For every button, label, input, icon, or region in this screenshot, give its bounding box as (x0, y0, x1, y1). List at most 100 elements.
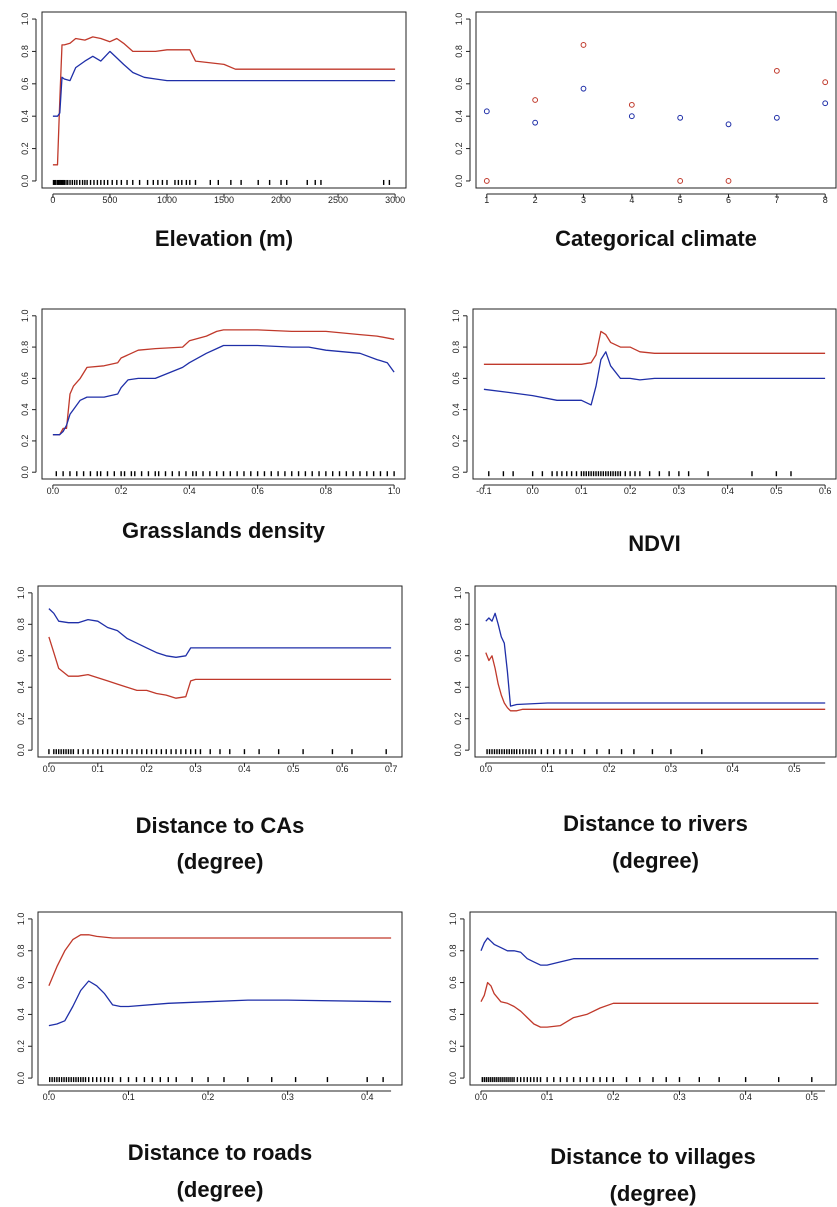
panel-distance-to-villages: 0.0 0.1 0.2 0.3 0.4 0.5 0.0 0.2 0.4 0.6 0.8 1.0 Dist… (448, 911, 837, 1206)
y-tick-label: 0.6 (453, 650, 463, 663)
x-tick-label: 0.0 (43, 1092, 56, 1102)
y-tick-label: 1.0 (20, 13, 30, 26)
series-line-blue (52, 344, 395, 436)
y-tick-label: 0.2 (20, 142, 30, 155)
scatter-point-red (773, 67, 780, 74)
x-tick-label: 0.5 (770, 486, 783, 496)
plot-frame (41, 308, 406, 480)
y-tick-label: 0.6 (448, 976, 458, 989)
x-tick-label: 0.4 (726, 764, 739, 774)
x-tick-label: 0.1 (122, 1092, 135, 1102)
scatter-point-red (483, 178, 490, 184)
series-line-blue (483, 351, 826, 406)
panel-title-line2: (degree) (177, 849, 264, 874)
y-tick-label: 0.4 (20, 110, 30, 123)
y-tick-label: 1.0 (20, 310, 30, 323)
plot-frame (472, 308, 837, 480)
x-tick-label: 0.2 (202, 1092, 215, 1102)
panel-title: Distance to CAs (136, 813, 305, 838)
x-tick-label: 0.4 (721, 486, 734, 496)
x-tick-label: 0.2 (603, 764, 616, 774)
series-line-blue (48, 980, 392, 1027)
x-tick-label: 4 (629, 195, 634, 205)
x-tick-label: 0.3 (673, 1092, 686, 1102)
x-tick-label: 3000 (385, 195, 405, 205)
panel-title: Distance to roads (128, 1140, 313, 1165)
scatter-point-blue (725, 121, 732, 128)
y-tick-label: 0.0 (16, 1072, 26, 1085)
x-tick-label: 0.6 (819, 486, 832, 496)
x-tick-label: 0.3 (281, 1092, 294, 1102)
y-tick-label: 1.0 (16, 587, 26, 600)
x-tick-label: 0.4 (739, 1092, 752, 1102)
y-tick-label: 0.0 (451, 466, 461, 479)
series-line-red (48, 636, 392, 699)
x-tick-label: 0.5 (806, 1092, 819, 1102)
y-tick-label: 1.0 (16, 913, 26, 926)
x-tick-label: -0.1 (476, 486, 492, 496)
x-tick-label: 0.0 (475, 1092, 488, 1102)
x-tick-label: 0 (50, 195, 55, 205)
y-tick-label: 0.4 (20, 403, 30, 416)
x-tick-label: 0.6 (336, 764, 349, 774)
y-tick-label: 0.0 (20, 175, 30, 188)
x-tick-label: 1500 (214, 195, 234, 205)
x-tick-label: 0.2 (624, 486, 637, 496)
y-tick-label: 0.0 (448, 1072, 458, 1085)
y-tick-label: 0.0 (453, 744, 463, 757)
y-tick-label: 0.2 (453, 712, 463, 725)
y-tick-label: 0.4 (451, 403, 461, 416)
x-tick-label: 0.3 (665, 764, 678, 774)
y-tick-label: 0.8 (20, 45, 30, 58)
panel-distance-to-rivers: 0.0 0.1 0.2 0.3 0.4 0.5 0.0 0.2 0.4 0.6 0.8 1.0 Dist… (453, 585, 837, 873)
y-tick-label: 0.2 (451, 435, 461, 448)
y-tick-label: 1.0 (454, 13, 464, 26)
y-tick-label: 1.0 (453, 587, 463, 600)
scatter-point-blue (580, 85, 587, 92)
x-tick-label: 1.0 (388, 486, 401, 496)
plot-frame (475, 11, 837, 189)
x-tick-label: 0.0 (43, 764, 56, 774)
series-line-blue (485, 612, 826, 707)
y-tick-label: 1.0 (448, 913, 458, 926)
x-tick-label: 7 (774, 195, 779, 205)
panel-distance-to-roads: 0.0 0.1 0.2 0.3 0.4 0.0 0.2 0.4 0.6 0.8 1.0 Distanc… (16, 911, 403, 1202)
y-tick-label: 0.2 (16, 1040, 26, 1053)
x-tick-label: 0.2 (607, 1092, 620, 1102)
y-tick-label: 0.8 (16, 618, 26, 631)
x-tick-label: 3 (581, 195, 586, 205)
series-line-blue (480, 937, 819, 966)
x-tick-label: 5 (678, 195, 683, 205)
panel-title: Grasslands density (122, 518, 326, 543)
y-tick-label: 0.2 (20, 435, 30, 448)
y-tick-label: 0.2 (454, 142, 464, 155)
panel-title: Distance to villages (550, 1144, 755, 1169)
panel-title: Categorical climate (555, 226, 757, 251)
y-tick-label: 0.8 (454, 45, 464, 58)
y-tick-label: 0.0 (454, 175, 464, 188)
y-tick-label: 0.6 (20, 78, 30, 91)
series-line-red (480, 981, 819, 1028)
y-tick-label: 0.8 (453, 618, 463, 631)
y-tick-label: 0.6 (454, 78, 464, 91)
x-tick-label: 0.4 (183, 486, 196, 496)
panel-title: Distance to rivers (563, 811, 748, 836)
y-tick-label: 0.6 (451, 372, 461, 385)
x-tick-label: 6 (726, 195, 731, 205)
series-line-red (48, 934, 392, 987)
scatter-point-red (677, 178, 684, 184)
series-line-blue (48, 608, 392, 658)
y-tick-label: 0.8 (448, 944, 458, 957)
scatter-point-blue (773, 114, 780, 121)
y-tick-label: 0.4 (454, 110, 464, 123)
panel-distance-to-cas: 0.0 0.1 0.2 0.3 0.4 0.5 0.6 0.7 0.0 0.2 0.4 0.6 0.8 1… (16, 585, 403, 874)
x-tick-label: 2 (533, 195, 538, 205)
x-tick-label: 0.6 (251, 486, 264, 496)
panel-elevation: 0 500 1000 1500 2000 2500 3000 0.0 0.2 0.4 0.6 0.8 1… (20, 11, 407, 251)
plot-frame (37, 585, 403, 758)
y-tick-label: 0.4 (16, 1008, 26, 1021)
x-tick-label: 500 (102, 195, 117, 205)
x-tick-label: 0.4 (361, 1092, 374, 1102)
series-line-red (485, 652, 826, 712)
panel-categorical-climate: 1 2 3 4 5 6 7 8 0.0 0.2 0.4 0.6 0.8 1.0 Categorical cl… (454, 11, 837, 251)
